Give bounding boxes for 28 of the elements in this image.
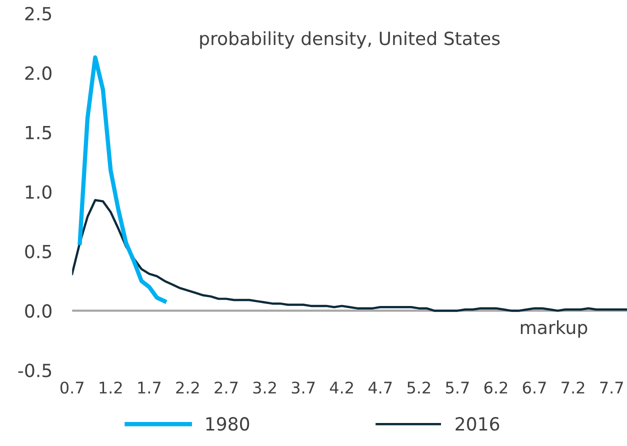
x-tick-label: 5.2 bbox=[407, 382, 430, 394]
x-tick-label: 1.2 bbox=[100, 382, 122, 394]
y-tick-label: -0.5 bbox=[18, 364, 52, 378]
legend-label: 2016 bbox=[456, 417, 500, 431]
x-axis-title: markup bbox=[520, 320, 588, 338]
y-tick-label: 0.5 bbox=[25, 244, 52, 258]
y-tick-label: 1.5 bbox=[26, 126, 52, 140]
x-tick-label: 4.2 bbox=[330, 382, 353, 394]
line-series bbox=[78, 55, 167, 304]
x-tick-label: 2.2 bbox=[176, 382, 199, 394]
y-tick-label: 2.0 bbox=[25, 66, 52, 80]
x-tick-label: 0.7 bbox=[60, 382, 84, 394]
x-tick-label: 7.7 bbox=[600, 382, 623, 394]
x-tick-label: 7.2 bbox=[562, 382, 584, 394]
x-tick-label: 1.7 bbox=[138, 382, 161, 394]
x-tick-label: 6.2 bbox=[484, 382, 508, 394]
x-tick-label: 6.7 bbox=[522, 382, 546, 394]
y-tick-label: 1.0 bbox=[26, 185, 52, 199]
text: probability density, United States bbox=[200, 31, 500, 49]
legend-label: 1980 bbox=[206, 417, 250, 431]
x-tick-label: 2.7 bbox=[214, 382, 238, 394]
x-tick-label: 5.7 bbox=[446, 382, 469, 394]
line-series bbox=[72, 198, 627, 312]
y-tick-label: 2.5 bbox=[25, 6, 52, 20]
x-tick-label: 3.2 bbox=[253, 382, 276, 394]
x-tick-label: 3.7 bbox=[292, 382, 315, 394]
y-tick-label: 0.0 bbox=[25, 304, 52, 318]
x-tick-label: 4.7 bbox=[368, 382, 392, 394]
